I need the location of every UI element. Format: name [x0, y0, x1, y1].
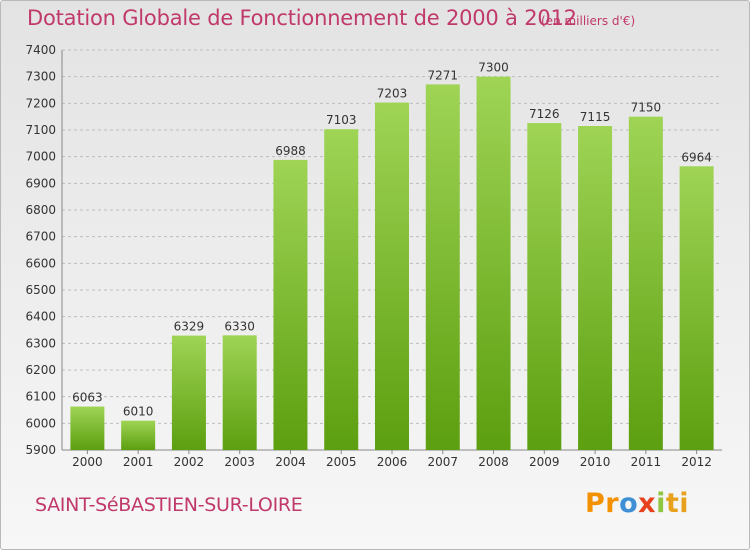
y-tick-label: 7300 [25, 70, 56, 84]
y-tick-label: 7100 [25, 123, 56, 137]
value-label-2002: 6329 [174, 320, 205, 334]
x-tick-label-2007: 2007 [427, 455, 458, 469]
x-tick-label-2002: 2002 [174, 455, 205, 469]
x-tick-label-2004: 2004 [275, 455, 306, 469]
bar-2007 [425, 84, 460, 451]
logo-part: ti [665, 488, 690, 519]
logo-part: Pr [585, 488, 620, 519]
y-tick-label: 6100 [25, 390, 56, 404]
commune-name: SAINT-SéBASTIEN-SUR-LOIRE [35, 494, 303, 516]
x-axis-tick-labels: 2000 2001 2002 2003 2004 2005 2006 2007 2008 2009… [72, 450, 712, 469]
value-label-2011: 7150 [631, 101, 662, 115]
y-axis-tick-labels: 5900 6000 6100 6200 6300 6400 6500 6600 6700 6800… [25, 43, 56, 457]
logo-part: x [638, 488, 657, 519]
value-label-2012: 6964 [681, 150, 712, 164]
y-tick-label: 6900 [25, 176, 56, 190]
x-tick-label-2008: 2008 [478, 455, 509, 469]
x-tick-label-2011: 2011 [631, 455, 662, 469]
bar-2006 [375, 102, 409, 451]
value-label-2010: 7115 [580, 110, 611, 124]
chart-title: Dotation Globale de Fonctionnement de 20… [27, 6, 577, 30]
y-tick-label: 6500 [25, 283, 56, 297]
bar-2009 [527, 123, 562, 451]
y-tick-label: 6200 [25, 363, 56, 377]
y-tick-label: 7200 [25, 96, 56, 110]
bars [70, 76, 714, 451]
y-tick-label: 5900 [25, 443, 56, 457]
y-tick-label: 6700 [25, 230, 56, 244]
x-tick-label-2012: 2012 [681, 455, 712, 469]
value-label-2007: 7271 [427, 68, 458, 82]
y-tick-label: 7400 [25, 43, 56, 57]
bar-2008 [476, 76, 511, 451]
value-label-2003: 6330 [224, 319, 255, 333]
y-tick-label: 6000 [25, 416, 56, 430]
bar-2010 [578, 126, 613, 450]
x-tick-label-2003: 2003 [224, 455, 255, 469]
value-labels: 6063 6010 6329 6330 6988 7103 7203 7271 7300 7126… [72, 61, 712, 419]
value-label-2001: 6010 [123, 405, 154, 419]
logo-part: o [619, 488, 639, 519]
bar-2003 [222, 335, 257, 450]
bar-2012 [679, 166, 714, 450]
bar-2005 [324, 129, 359, 450]
y-tick-label: 6800 [25, 203, 56, 217]
chart-subtitle: (en milliers d'€) [541, 14, 636, 28]
y-tick-label: 6400 [25, 310, 56, 324]
value-label-2000: 6063 [72, 391, 103, 405]
y-tick-label: 6600 [25, 256, 56, 270]
value-label-2004: 6988 [275, 144, 306, 158]
x-tick-label-2006: 2006 [377, 455, 408, 469]
y-tick-label: 6300 [25, 336, 56, 350]
x-tick-label-2009: 2009 [529, 455, 560, 469]
y-tick-label: 7000 [25, 150, 56, 164]
logo-part: i [656, 488, 666, 519]
proxiti-logo: Proxiti [585, 488, 689, 519]
value-label-2009: 7126 [529, 107, 560, 121]
bar-2004 [273, 159, 308, 450]
value-label-2008: 7300 [478, 61, 509, 75]
x-tick-label-2005: 2005 [326, 455, 357, 469]
x-tick-label-2001: 2001 [123, 455, 154, 469]
bar-2002 [171, 335, 206, 450]
bar-2011 [628, 116, 663, 451]
bar-2000 [70, 406, 105, 450]
bar-2001 [121, 420, 156, 450]
x-tick-label-2000: 2000 [72, 455, 103, 469]
value-label-2006: 7203 [377, 87, 408, 101]
value-label-2005: 7103 [326, 113, 357, 127]
x-tick-label-2010: 2010 [580, 455, 611, 469]
